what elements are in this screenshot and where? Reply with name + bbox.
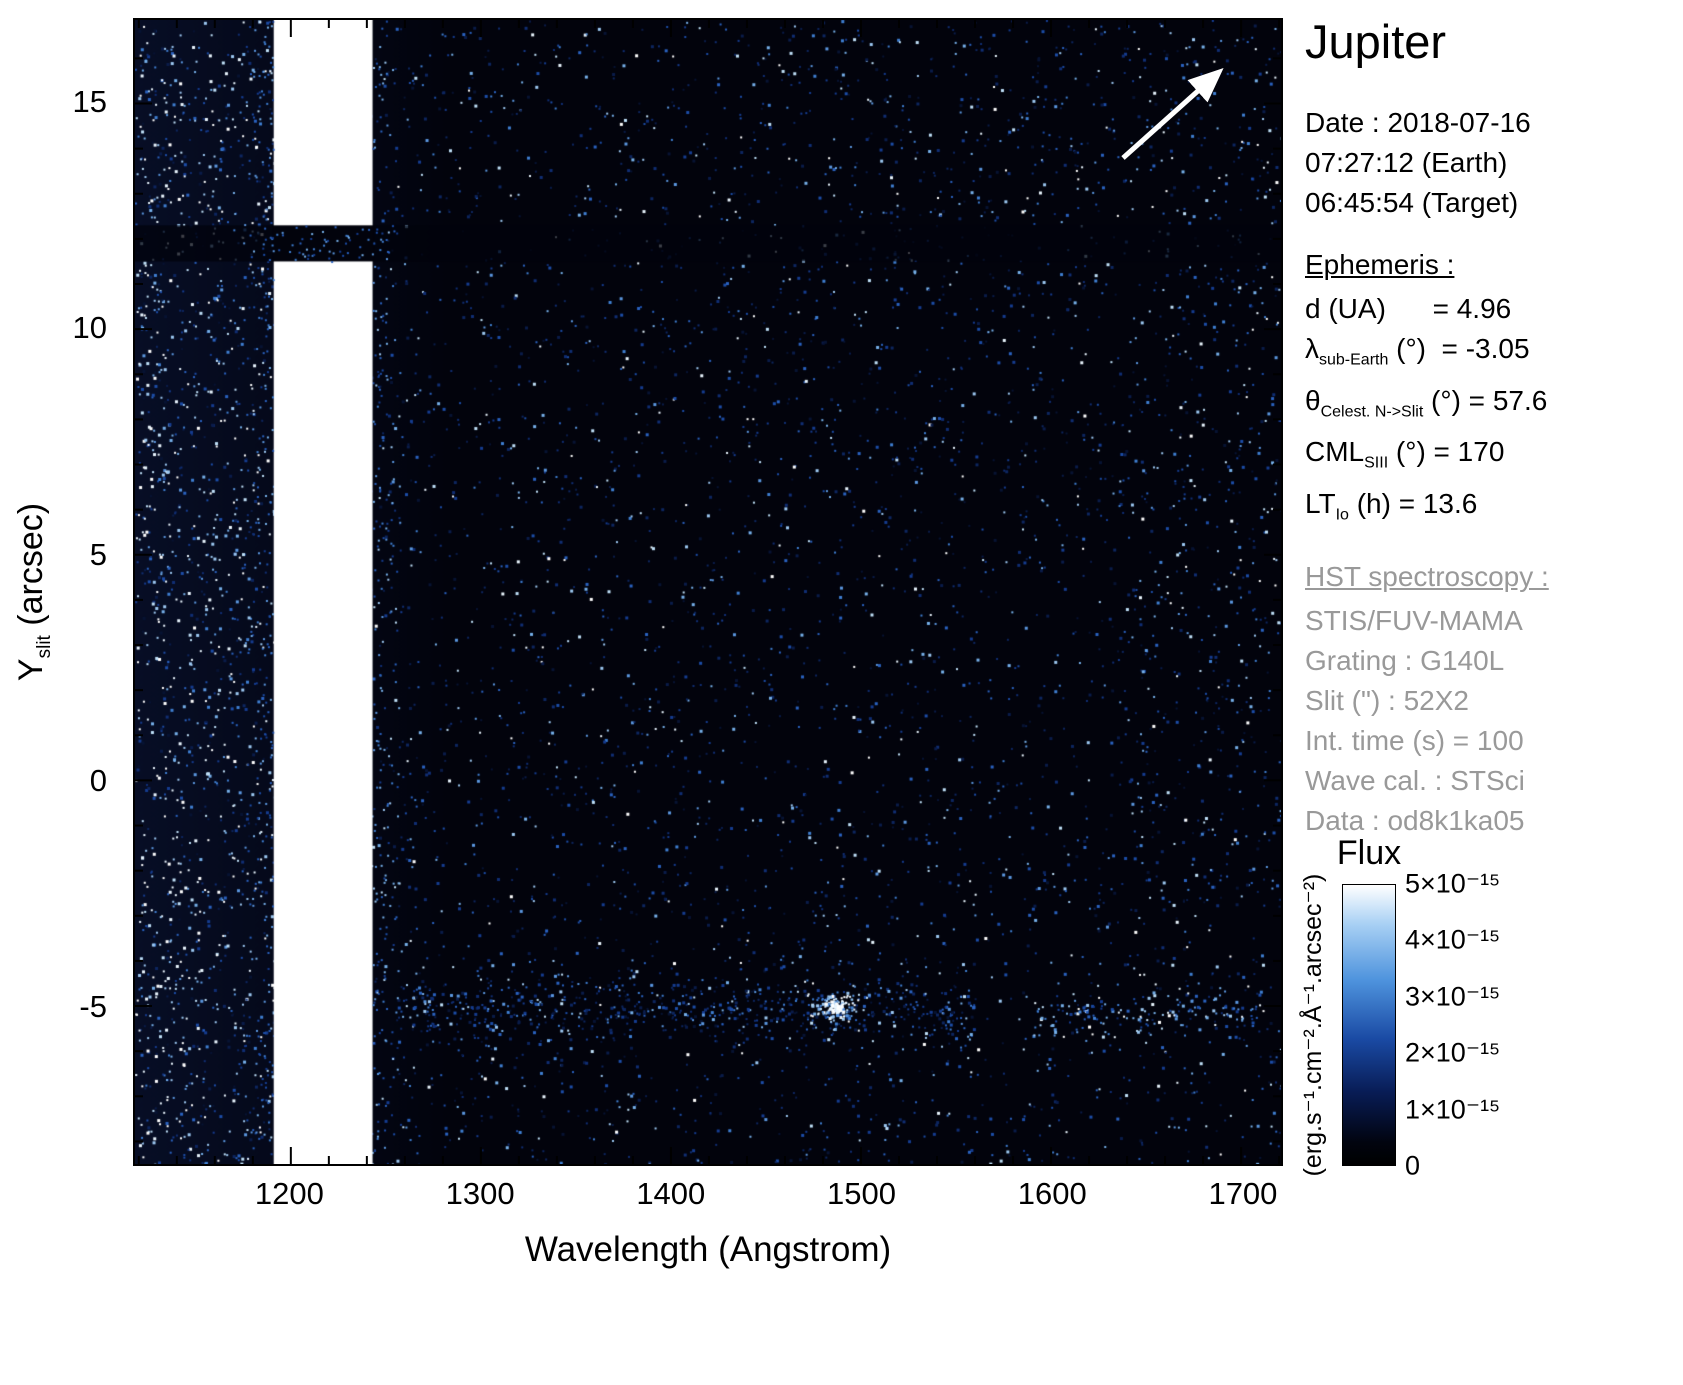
target-title: Jupiter <box>1305 15 1447 68</box>
colorbar-gradient <box>1342 884 1396 1166</box>
x-axis-tick-label: 1600 <box>1017 1176 1087 1211</box>
ephemeris-symbol: LT <box>1305 487 1336 519</box>
hst-info-line: Data : od8k1ka05 <box>1305 805 1525 837</box>
y-axis-label-symbol: Y <box>12 658 51 682</box>
ephemeris-value: (h) = 13.6 <box>1348 487 1478 519</box>
ephemeris-value: (°) = 57.6 <box>1423 384 1548 416</box>
ephemeris-value: (°) = 170 <box>1388 436 1505 468</box>
colorbar-tick-label: 0 <box>1405 1150 1421 1181</box>
ephemeris-row: LTIo (h) = 13.6 <box>1305 484 1677 536</box>
x-axis-tick-labels: 1200 1300 1400 1500 1600 1700 <box>133 1176 1283 1216</box>
hst-heading: HST spectroscopy : <box>1305 561 1549 593</box>
y-axis-tick-label: 0 <box>89 763 107 799</box>
hst-info-line: Grating : G140L <box>1305 645 1505 677</box>
y-axis-tick-label: 15 <box>72 83 107 119</box>
hst-rows: STIS/FUV-MAMA Grating : G140L Slit (") : 5… <box>1305 601 1677 841</box>
spectral-image-plot <box>133 18 1283 1166</box>
ephemeris-row: θCelest. N->Slit (°) = 57.6 <box>1305 381 1677 433</box>
colorbar-tick-label: 2×10⁻¹⁵ <box>1405 1037 1501 1068</box>
colorbar-title: Flux <box>1336 834 1402 872</box>
target-time-line: 06:45:54 (Target) <box>1305 187 1519 218</box>
x-axis-tick-label: 1500 <box>827 1176 896 1211</box>
earth-time-line: 07:27:12 (Earth) <box>1305 147 1508 178</box>
y-axis-tick-labels: 15 10 5 0 -5 <box>0 18 133 1166</box>
y-axis-tick-label: 5 <box>89 536 107 572</box>
hst-info-line: STIS/FUV-MAMA <box>1305 605 1523 637</box>
y-axis-tick-label: 10 <box>72 310 107 346</box>
ephemeris-symbol: d (UA) <box>1305 293 1386 324</box>
y-axis-label-units: (arcsec) <box>12 502 51 636</box>
ephemeris-subscript: sub-Earth <box>1319 351 1389 369</box>
x-axis-tick-label: 1700 <box>1208 1176 1278 1211</box>
ephemeris-subscript: Celest. N->Slit <box>1320 403 1424 421</box>
hst-info-line: Slit (") : 52X2 <box>1305 685 1469 717</box>
ephemeris-symbol: CML <box>1305 436 1365 468</box>
colorbar-tick-label: 1×10⁻¹⁵ <box>1405 1094 1501 1125</box>
ephemeris-subscript: SIII <box>1364 454 1389 472</box>
hst-info-line: Int. time (s) = 100 <box>1305 725 1524 757</box>
colorbar-tick-label: 3×10⁻¹⁵ <box>1405 981 1501 1012</box>
colorbar-tick-label: 4×10⁻¹⁵ <box>1405 924 1501 955</box>
colorbar-tick-labels: 5×10⁻¹⁵ 4×10⁻¹⁵ 3×10⁻¹⁵ 2×10⁻¹⁵ 1×10⁻¹⁵ 0 <box>1405 869 1625 1181</box>
x-axis-tick-label: 1200 <box>254 1176 324 1211</box>
ephemeris-value: = 4.96 <box>1385 293 1512 324</box>
x-axis-tick-label: 1300 <box>445 1176 515 1211</box>
ephemeris-heading: Ephemeris : <box>1305 249 1455 280</box>
spectral-image-canvas <box>135 20 1281 1164</box>
y-axis-tick-label: -5 <box>79 989 107 1025</box>
ephemeris-symbol: λ <box>1305 333 1319 364</box>
info-panel: Jupiter Date : 2018-07-16 07:27:12 (Eart… <box>1305 14 1677 841</box>
y-axis-label: Yslit (arcsec) <box>12 503 56 681</box>
colorbar-unit-label: (erg.s⁻¹.cm⁻².Å⁻¹.arcsec⁻²) <box>1299 873 1327 1177</box>
date-line: Date : 2018-07-16 <box>1305 107 1531 138</box>
x-axis-tick-label: 1400 <box>636 1176 706 1211</box>
ephemeris-subscript: Io <box>1335 506 1349 524</box>
x-axis-label: Wavelength (Angstrom) <box>524 1230 892 1269</box>
ephemeris-symbol: θ <box>1305 384 1321 416</box>
y-axis-label-subscript: slit <box>33 635 55 659</box>
hst-info-line: Wave cal. : STSci <box>1305 765 1525 797</box>
ephemeris-rows: d (UA) = 4.96 λsub-Earth (°) = -3.05 θCele… <box>1305 289 1677 535</box>
ephemeris-row: λsub-Earth (°) = -3.05 <box>1305 329 1677 381</box>
ephemeris-row: d (UA) = 4.96 <box>1305 289 1677 329</box>
colorbar-tick-label: 5×10⁻¹⁵ <box>1405 868 1501 899</box>
ephemeris-row: CMLSIII (°) = 170 <box>1305 432 1677 484</box>
colorbar: Flux (erg.s⁻¹.cm⁻².Å⁻¹.arcsec⁻²) 5×10⁻¹⁵… <box>1295 834 1683 1181</box>
ephemeris-value: (°) = -3.05 <box>1388 333 1530 364</box>
date-block: Date : 2018-07-16 07:27:12 (Earth) 06:45… <box>1305 103 1677 223</box>
